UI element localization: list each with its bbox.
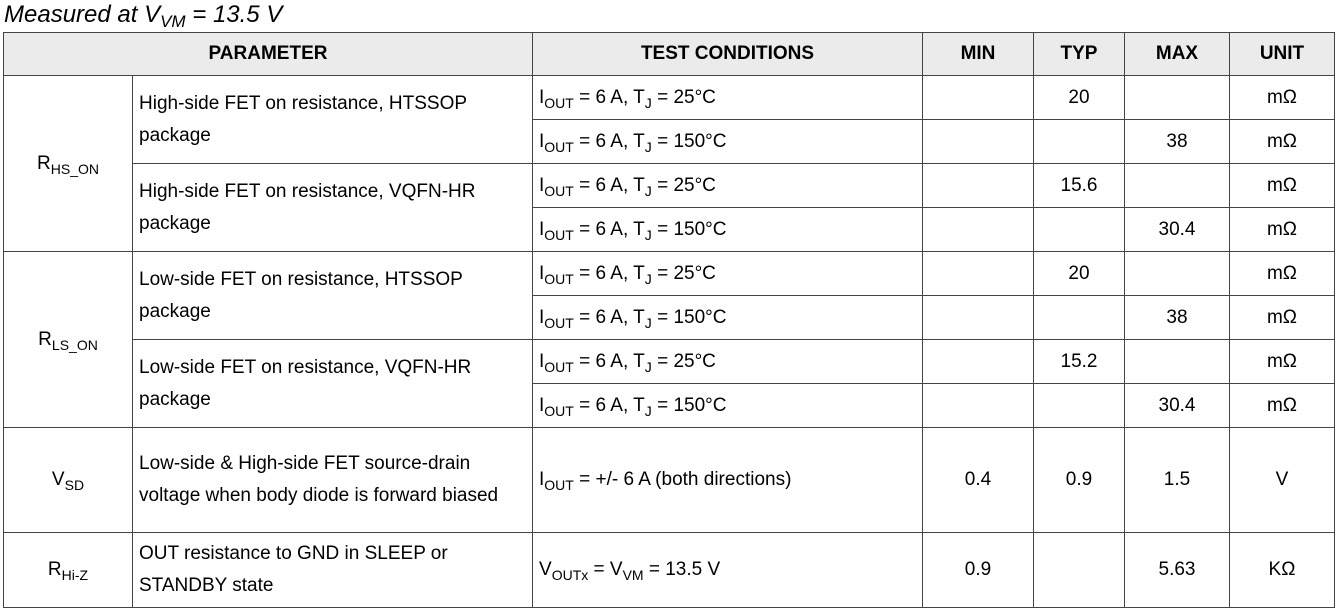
symbol-rhi-z: RHi-Z — [3, 532, 133, 608]
test-condition: IOUT = 6 A, TJ = 25°C — [532, 75, 923, 120]
symbol-vsd: VSD — [3, 427, 133, 533]
max-value: 1.5 — [1124, 427, 1230, 533]
min-value — [922, 75, 1034, 120]
table-row: RHi-Z OUT resistance to GND in SLEEP or … — [3, 532, 1335, 608]
symbol-rls-on: RLS_ON — [3, 251, 133, 428]
header-parameter: PARAMETER — [3, 32, 533, 76]
min-value — [922, 295, 1034, 340]
header-unit: UNIT — [1229, 32, 1335, 76]
unit-value: KΩ — [1229, 532, 1335, 608]
max-value: 38 — [1124, 295, 1230, 340]
header-typ: TYP — [1033, 32, 1125, 76]
test-condition: IOUT = 6 A, TJ = 150°C — [532, 383, 923, 428]
parameter-label: Low-side FET on resistance, HTSSOP packa… — [132, 251, 533, 340]
max-value — [1124, 75, 1230, 120]
unit-value: mΩ — [1229, 339, 1335, 384]
table-row: IOUT = 6 A, TJ = 150°C 30.4 mΩ — [4, 383, 1335, 428]
parameter-label: High-side FET on resistance, VQFN-HR pac… — [132, 163, 533, 252]
unit-value: mΩ — [1229, 119, 1335, 164]
unit-value: mΩ — [1229, 207, 1335, 252]
parameter-label: Low-side & High-side FET source-drain vo… — [132, 427, 533, 533]
min-value — [922, 383, 1034, 428]
table-row: IOUT = 6 A, TJ = 150°C 38 mΩ — [4, 295, 1335, 340]
typ-value — [1033, 119, 1125, 164]
header-min: MIN — [922, 32, 1034, 76]
header-max: MAX — [1124, 32, 1230, 76]
unit-value: mΩ — [1229, 295, 1335, 340]
header-row: PARAMETER TEST CONDITIONS MIN TYP MAX UN… — [3, 32, 1335, 76]
table-row: High-side FET on resistance, VQFN-HR pac… — [4, 163, 1335, 252]
typ-value: 20 — [1033, 251, 1125, 296]
electrical-characteristics-table: PARAMETER TEST CONDITIONS MIN TYP MAX UN… — [3, 32, 1335, 608]
typ-value — [1033, 295, 1125, 340]
min-value — [922, 339, 1034, 384]
test-condition: IOUT = 6 A, TJ = 150°C — [532, 119, 923, 164]
min-value: 0.9 — [922, 532, 1034, 608]
unit-value: mΩ — [1229, 251, 1335, 296]
table-row: Low-side FET on resistance, VQFN-HR pack… — [4, 339, 1335, 428]
unit-value: mΩ — [1229, 383, 1335, 428]
typ-value: 15.2 — [1033, 339, 1125, 384]
test-condition: VOUTx = VVM = 13.5 V — [532, 532, 923, 608]
unit-value: mΩ — [1229, 75, 1335, 120]
test-condition: IOUT = 6 A, TJ = 25°C — [532, 163, 923, 208]
typ-value — [1033, 532, 1125, 608]
table-caption: Measured at VVM = 13.5 V — [4, 1, 283, 31]
table-row: VSD Low-side & High-side FET source-drai… — [3, 427, 1335, 533]
min-value — [922, 251, 1034, 296]
max-value: 38 — [1124, 119, 1230, 164]
typ-value: 20 — [1033, 75, 1125, 120]
table-row: IOUT = 6 A, TJ = 150°C 30.4 mΩ — [4, 207, 1335, 252]
typ-value — [1033, 207, 1125, 252]
unit-value: V — [1229, 427, 1335, 533]
test-condition: IOUT = 6 A, TJ = 150°C — [532, 295, 923, 340]
max-value — [1124, 339, 1230, 384]
max-value: 5.63 — [1124, 532, 1230, 608]
unit-value: mΩ — [1229, 163, 1335, 208]
table-row: RHS_ON High-side FET on resistance, HTSS… — [3, 75, 1335, 252]
typ-value — [1033, 383, 1125, 428]
typ-value: 0.9 — [1033, 427, 1125, 533]
test-condition: IOUT = 6 A, TJ = 25°C — [532, 251, 923, 296]
max-value — [1124, 163, 1230, 208]
test-condition: IOUT = 6 A, TJ = 150°C — [532, 207, 923, 252]
symbol-rhs-on: RHS_ON — [3, 75, 133, 252]
parameter-label: OUT resistance to GND in SLEEP or STANDB… — [132, 532, 533, 608]
max-value — [1124, 251, 1230, 296]
table-row: RLS_ON Low-side FET on resistance, HTSSO… — [3, 251, 1335, 428]
header-test-conditions: TEST CONDITIONS — [532, 32, 923, 76]
parameter-label: High-side FET on resistance, HTSSOP pack… — [132, 75, 533, 164]
max-value: 30.4 — [1124, 207, 1230, 252]
parameter-label: Low-side FET on resistance, VQFN-HR pack… — [132, 339, 533, 428]
min-value — [922, 163, 1034, 208]
min-value: 0.4 — [922, 427, 1034, 533]
min-value — [922, 119, 1034, 164]
test-condition: IOUT = +/- 6 A (both directions) — [532, 427, 923, 533]
min-value — [922, 207, 1034, 252]
test-condition: IOUT = 6 A, TJ = 25°C — [532, 339, 923, 384]
table-row: IOUT = 6 A, TJ = 150°C 38 mΩ — [4, 119, 1335, 164]
typ-value: 15.6 — [1033, 163, 1125, 208]
max-value: 30.4 — [1124, 383, 1230, 428]
